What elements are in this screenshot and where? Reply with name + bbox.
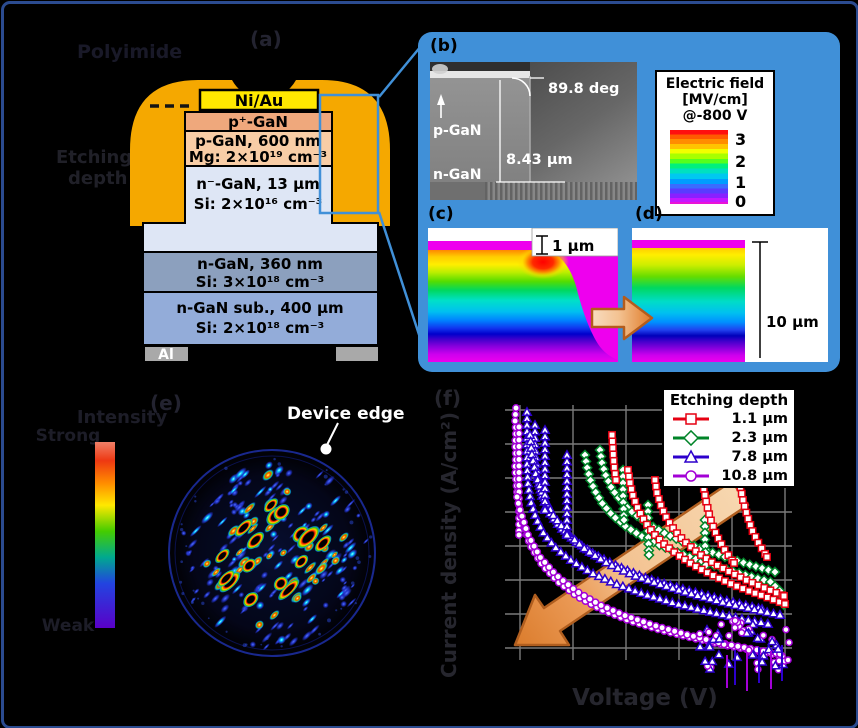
efield-tick-0: 0: [735, 192, 747, 211]
p-gan-doping: Mg: 2×10¹⁹ cm⁻³: [189, 148, 327, 166]
device-edge-label: Device edge: [287, 404, 404, 424]
etching-depth-label-1: Etching: [56, 147, 132, 168]
panel-e-emission: (e) Intensity Strong Weak Device edge: [36, 391, 404, 657]
device-edge-pointer: [326, 422, 339, 446]
dim-box-d: [745, 228, 828, 362]
iv-legend-label: 7.8 μm: [731, 448, 788, 465]
n-gan-sub-label: n-GaN sub., 400 μm: [176, 299, 343, 317]
panel-e-label: (e): [150, 391, 182, 415]
intensity-strong-label: Strong: [36, 426, 101, 446]
simulation-d: 10 μm: [632, 228, 828, 362]
efield-title-3: @-800 V: [682, 108, 748, 124]
sem-mesa-sidewall: [430, 76, 530, 182]
iv-legend-entry: 7.8 μm: [664, 447, 794, 466]
iv-legend-label: 10.8 μm: [721, 467, 788, 484]
sem-image: 89.8 deg 8.43 μm p-GaN n-GaN: [430, 62, 637, 200]
n-gan-sub-layer: [142, 291, 379, 346]
device-emission-image: [168, 449, 376, 657]
iv-legend-entry: 1.1 μm: [664, 409, 794, 428]
sem-p-gan-label: p-GaN: [433, 123, 482, 139]
inset-panel-bcd: (b): [418, 32, 840, 372]
square-marker-icon: [673, 412, 709, 425]
field-contours-d: [632, 248, 745, 362]
series-7.8μm: [521, 406, 786, 628]
panel-f-iv-plot: (f) Current density (A/cm²) Voltage (V): [434, 386, 793, 711]
p-plus-gan-label: p⁺-GaN: [228, 113, 288, 131]
callout-box: [318, 93, 380, 215]
circle-marker-icon: [673, 469, 709, 482]
p-gan-arrow: [437, 94, 445, 105]
iv-curves: [511, 404, 793, 691]
device-edge-dot: [320, 443, 332, 455]
etching-depth-label-2: depth: [68, 168, 127, 189]
polyimide-label: Polyimide: [77, 41, 182, 63]
n-minus-gan-doping: Si: 2×10¹⁶ cm⁻³: [194, 195, 322, 213]
panel-d-label: (d): [635, 204, 663, 224]
n-minus-gan-label: n⁻-GaN, 13 μm: [196, 175, 320, 193]
efield-title-1: Electric field: [665, 76, 765, 92]
iv-legend-label: 1.1 μm: [731, 410, 788, 427]
intensity-colorbar: [95, 442, 115, 628]
angle-value: 89.8 deg: [548, 81, 619, 97]
intensity-title: Intensity: [77, 407, 168, 428]
sem-n-gan-label: n-GaN: [433, 167, 481, 183]
dim-box-c: [531, 228, 618, 257]
efield-title-2: [MV/cm]: [682, 92, 748, 108]
iv-legend-entry: 10.8 μm: [664, 466, 794, 485]
arrow-c-to-d: [590, 295, 654, 341]
x-axis-label: Voltage (V): [572, 685, 718, 711]
panel-a-label: (a): [250, 27, 282, 51]
y-axis-label: Current density (A/cm²): [437, 412, 461, 678]
efield-tick-1: 1: [735, 173, 747, 192]
iv-legend: Etching depth 1.1 μm 2.3 μm 7.8 μm 10.8 μm: [662, 388, 796, 488]
efield-colorbar: [670, 130, 728, 204]
al-contact-right: [336, 347, 378, 361]
dim-value-d: 10 μm: [766, 313, 819, 331]
simulation-c: 1 μm: [428, 228, 618, 362]
noise-cluster: [694, 616, 793, 691]
n-gan-360-label: n-GaN, 360 nm: [197, 255, 323, 273]
angle-arc: [511, 77, 531, 97]
intensity-weak-label: Weak: [42, 616, 95, 636]
dim-value-c: 1 μm: [552, 237, 594, 255]
series-1.1μm: [608, 431, 789, 608]
sem-debris-blob: [432, 64, 448, 74]
n-gan-sub-doping: Si: 2×10¹⁸ cm⁻³: [196, 319, 324, 337]
sem-top-surface: [430, 71, 530, 78]
panel-b-label: (b): [430, 36, 458, 56]
panel-a-schematic: (a) Polyimide Etching depth Ni/Au p⁺-GaN…: [56, 27, 390, 363]
niau-label: Ni/Au: [235, 91, 284, 110]
niau-contact: [198, 88, 320, 112]
sem-substrate-texture: [485, 182, 637, 200]
iv-legend-title: Etching depth: [669, 391, 789, 409]
etched-region-c: [546, 250, 618, 360]
al-contact-left: [145, 347, 188, 361]
iv-legend-label: 2.3 μm: [731, 429, 788, 446]
n-gan-360-doping: Si: 3×10¹⁸ cm⁻³: [196, 273, 324, 291]
diamond-marker-icon: [673, 429, 709, 446]
iv-legend-entry: 2.3 μm: [664, 428, 794, 447]
efield-tick-3: 3: [735, 130, 747, 149]
emission-speckles: [179, 457, 373, 651]
panel-f-label: (f): [434, 386, 461, 410]
efield-tick-2: 2: [735, 152, 747, 171]
electric-field-legend: Electric field [MV/cm] @-800 V 3 2 1 0: [655, 70, 775, 216]
triangle-marker-icon: [673, 448, 709, 463]
panel-c-label: (c): [428, 204, 454, 224]
depth-value: 8.43 μm: [506, 152, 573, 168]
al-label: Al: [158, 347, 174, 363]
p-gan-label: p-GaN, 600 nm: [195, 132, 321, 150]
